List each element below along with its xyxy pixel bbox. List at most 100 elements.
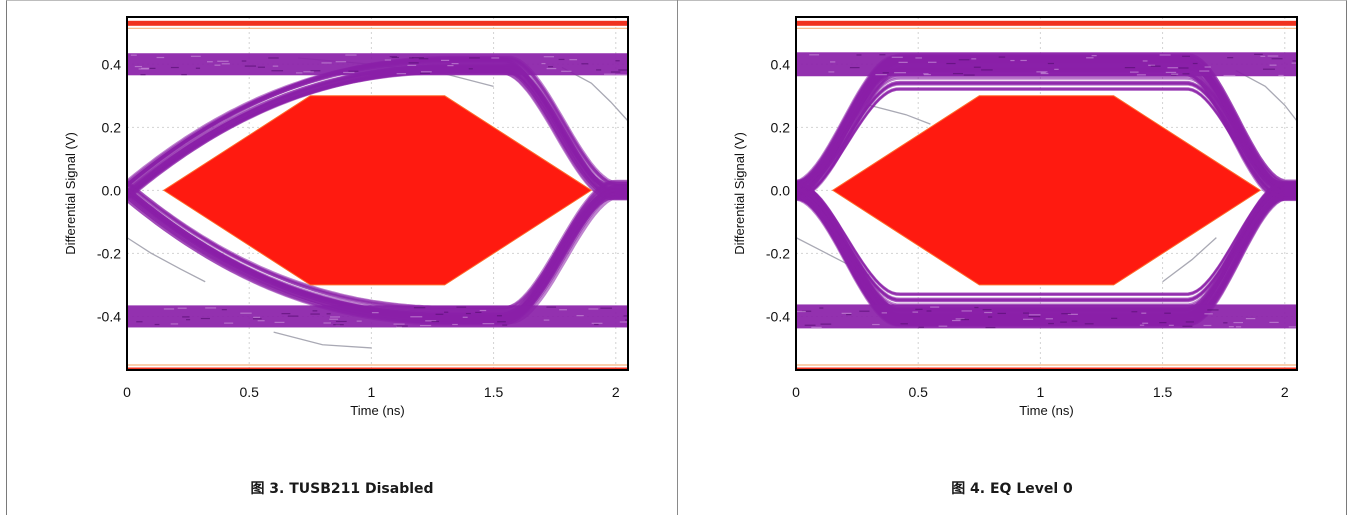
band-texture <box>413 307 426 309</box>
y-axis-label: Differential Signal (V) <box>63 132 78 255</box>
band-texture <box>1060 321 1067 323</box>
band-texture <box>973 66 981 68</box>
band-texture <box>998 56 1006 58</box>
band-texture <box>1139 324 1145 326</box>
band-texture <box>596 69 602 71</box>
band-texture <box>496 315 502 317</box>
eye-transition-trace <box>127 180 628 310</box>
band-texture <box>912 311 919 313</box>
band-texture <box>1262 68 1275 70</box>
band-texture <box>879 54 886 56</box>
reference-trace <box>273 331 372 349</box>
x-tick-label: 0 <box>123 384 131 400</box>
band-texture <box>961 318 970 321</box>
band-texture <box>1048 322 1054 325</box>
band-texture <box>952 319 961 322</box>
band-texture <box>272 65 279 67</box>
band-texture <box>452 323 458 326</box>
band-texture <box>431 320 440 323</box>
lower-limit-line <box>127 367 628 370</box>
band-texture <box>946 62 956 65</box>
band-texture <box>149 67 156 69</box>
eye-mask <box>831 95 1262 286</box>
band-texture <box>1291 62 1297 64</box>
band-texture <box>1022 318 1034 320</box>
y-tick-label: -0.4 <box>97 308 121 324</box>
band-texture <box>1199 70 1210 72</box>
band-texture <box>156 56 165 59</box>
band-texture <box>1111 317 1118 319</box>
figure-4: 0.4 0.2 0.0 -0.2 -0.4 0 0.5 1 1.5 2 Time (ns) Diffe… <box>678 0 1346 515</box>
band-texture <box>195 67 201 69</box>
band-texture <box>811 326 822 328</box>
x-tick-label: 0.5 <box>908 384 928 400</box>
band-texture <box>830 61 836 63</box>
band-texture <box>163 308 175 310</box>
high-level-band <box>796 52 1297 77</box>
band-texture <box>371 312 379 314</box>
band-texture <box>456 306 467 308</box>
reference-trace <box>1162 237 1217 283</box>
band-texture <box>186 319 191 321</box>
band-texture <box>257 320 265 322</box>
band-texture <box>1260 55 1266 57</box>
band-texture <box>1182 325 1193 327</box>
band-texture <box>323 322 331 324</box>
band-texture <box>502 324 508 326</box>
band-texture <box>809 54 820 56</box>
band-texture <box>546 67 557 70</box>
band-texture <box>963 74 975 76</box>
band-texture <box>130 54 137 56</box>
band-texture <box>615 74 628 76</box>
band-texture <box>310 70 321 72</box>
band-texture <box>435 313 444 315</box>
band-texture <box>588 308 599 310</box>
y-tick-label: 0.0 <box>102 182 122 198</box>
band-texture <box>253 316 261 318</box>
band-texture <box>846 313 852 316</box>
band-texture <box>224 322 234 324</box>
page-frame <box>6 0 1347 515</box>
band-texture <box>1010 59 1015 62</box>
band-texture <box>475 311 482 313</box>
high-level-band <box>127 53 628 76</box>
band-texture <box>321 62 332 64</box>
band-texture <box>1227 57 1234 59</box>
band-texture <box>389 56 398 58</box>
band-texture <box>1067 313 1078 315</box>
band-texture <box>1171 74 1177 76</box>
x-tick-label: 0.5 <box>239 384 259 400</box>
band-texture <box>1182 55 1190 57</box>
band-texture <box>610 71 621 73</box>
band-texture <box>491 57 500 59</box>
band-texture <box>1182 73 1190 75</box>
band-texture <box>1278 74 1284 77</box>
band-texture <box>408 62 419 64</box>
upper-limit-line <box>796 20 1297 26</box>
band-texture <box>393 323 405 325</box>
band-texture <box>1040 72 1049 75</box>
band-texture <box>326 313 331 315</box>
band-texture <box>1071 320 1078 322</box>
band-texture <box>425 320 437 322</box>
band-texture <box>801 310 812 312</box>
band-texture <box>1159 322 1167 324</box>
band-texture <box>849 67 860 69</box>
lower-limit-line <box>796 367 1297 370</box>
band-texture <box>600 307 613 309</box>
band-texture <box>938 325 948 327</box>
y-tick-label: 0.4 <box>771 56 791 72</box>
band-texture <box>1084 323 1094 325</box>
y-tick-label: -0.4 <box>766 308 790 324</box>
y-tick-label: -0.2 <box>97 245 121 261</box>
band-texture <box>205 307 217 309</box>
band-texture <box>468 68 473 70</box>
band-texture <box>312 310 318 312</box>
band-texture <box>891 56 903 58</box>
eye-diagram-chart-4: 0.4 0.2 0.0 -0.2 -0.4 0 0.5 1 1.5 2 Time (ns) Diffe… <box>732 16 1298 418</box>
band-texture <box>221 63 230 65</box>
band-texture <box>987 316 993 318</box>
band-texture <box>1254 53 1263 55</box>
reference-trace <box>869 104 931 125</box>
band-texture <box>1020 59 1027 62</box>
